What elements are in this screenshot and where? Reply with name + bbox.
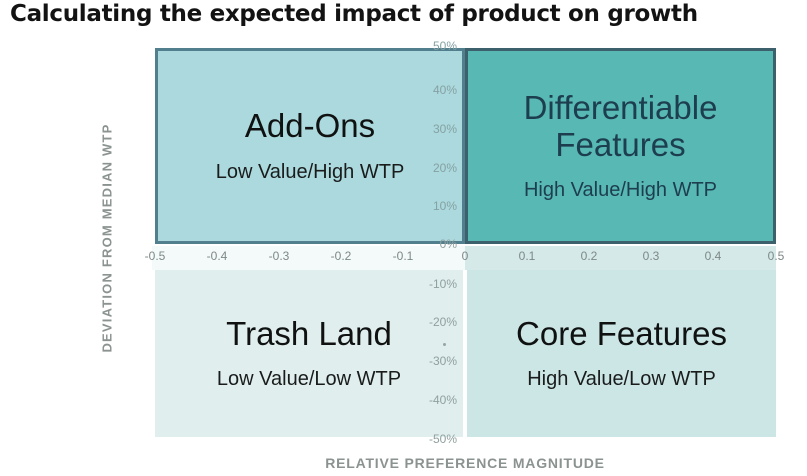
quadrant-core-features: Core Features High Value/Low WTP: [467, 270, 776, 437]
y-tick: -20%: [428, 315, 457, 329]
x-tick: 0.2: [580, 249, 598, 263]
y-tick: -30%: [428, 354, 457, 368]
quadrant-add-ons: Add-Ons Low Value/High WTP: [155, 48, 465, 244]
quadrant-core-features-subtitle: High Value/Low WTP: [527, 368, 716, 391]
quadrant-differentiable-features: Differentiable Features High Value/High …: [465, 48, 776, 244]
x-tick: 0.3: [642, 249, 660, 263]
y-tick: -50%: [428, 432, 457, 446]
x-tick: 0.1: [518, 249, 536, 263]
x-tick: -0.5: [144, 249, 166, 263]
x-tick: 0: [461, 249, 469, 263]
y-axis-title: DEVIATION FROM MEDIAN WTP: [99, 123, 115, 353]
x-axis-band-right: [465, 246, 776, 270]
quadrant-trash-land: Trash Land Low Value/Low WTP: [155, 270, 463, 437]
x-tick: 0.4: [704, 249, 722, 263]
quadrant-differentiable-features-title: Differentiable Features: [523, 89, 718, 163]
x-tick: -0.3: [268, 249, 290, 263]
quadrant-trash-land-title: Trash Land: [226, 314, 392, 352]
y-tick: 20%: [432, 161, 457, 175]
slide-title: Calculating the expected impact of produ…: [10, 1, 698, 27]
y-tick: 10%: [432, 199, 457, 213]
stray-dot: [443, 343, 446, 346]
y-tick: -40%: [428, 393, 457, 407]
quadrant-trash-land-subtitle: Low Value/Low WTP: [216, 368, 402, 391]
x-tick: -0.4: [206, 249, 228, 263]
quadrant-add-ons-title: Add-Ons: [244, 107, 376, 145]
quadrant-differentiable-features-subtitle: High Value/High WTP: [523, 178, 718, 201]
x-tick: -0.1: [392, 249, 414, 263]
x-tick: -0.2: [330, 249, 352, 263]
y-tick: 0%: [439, 237, 457, 251]
x-axis-title: RELATIVE PREFERENCE MAGNITUDE: [325, 455, 605, 471]
quadrant-core-features-title: Core Features: [516, 314, 727, 352]
x-tick: 0.5: [767, 249, 785, 263]
x-axis-band-left: [152, 246, 465, 270]
y-tick: -10%: [428, 277, 457, 291]
quadrant-add-ons-subtitle: Low Value/High WTP: [215, 160, 405, 183]
y-tick: 40%: [432, 83, 457, 97]
y-tick: 50%: [432, 39, 457, 53]
y-tick: 30%: [432, 122, 457, 136]
